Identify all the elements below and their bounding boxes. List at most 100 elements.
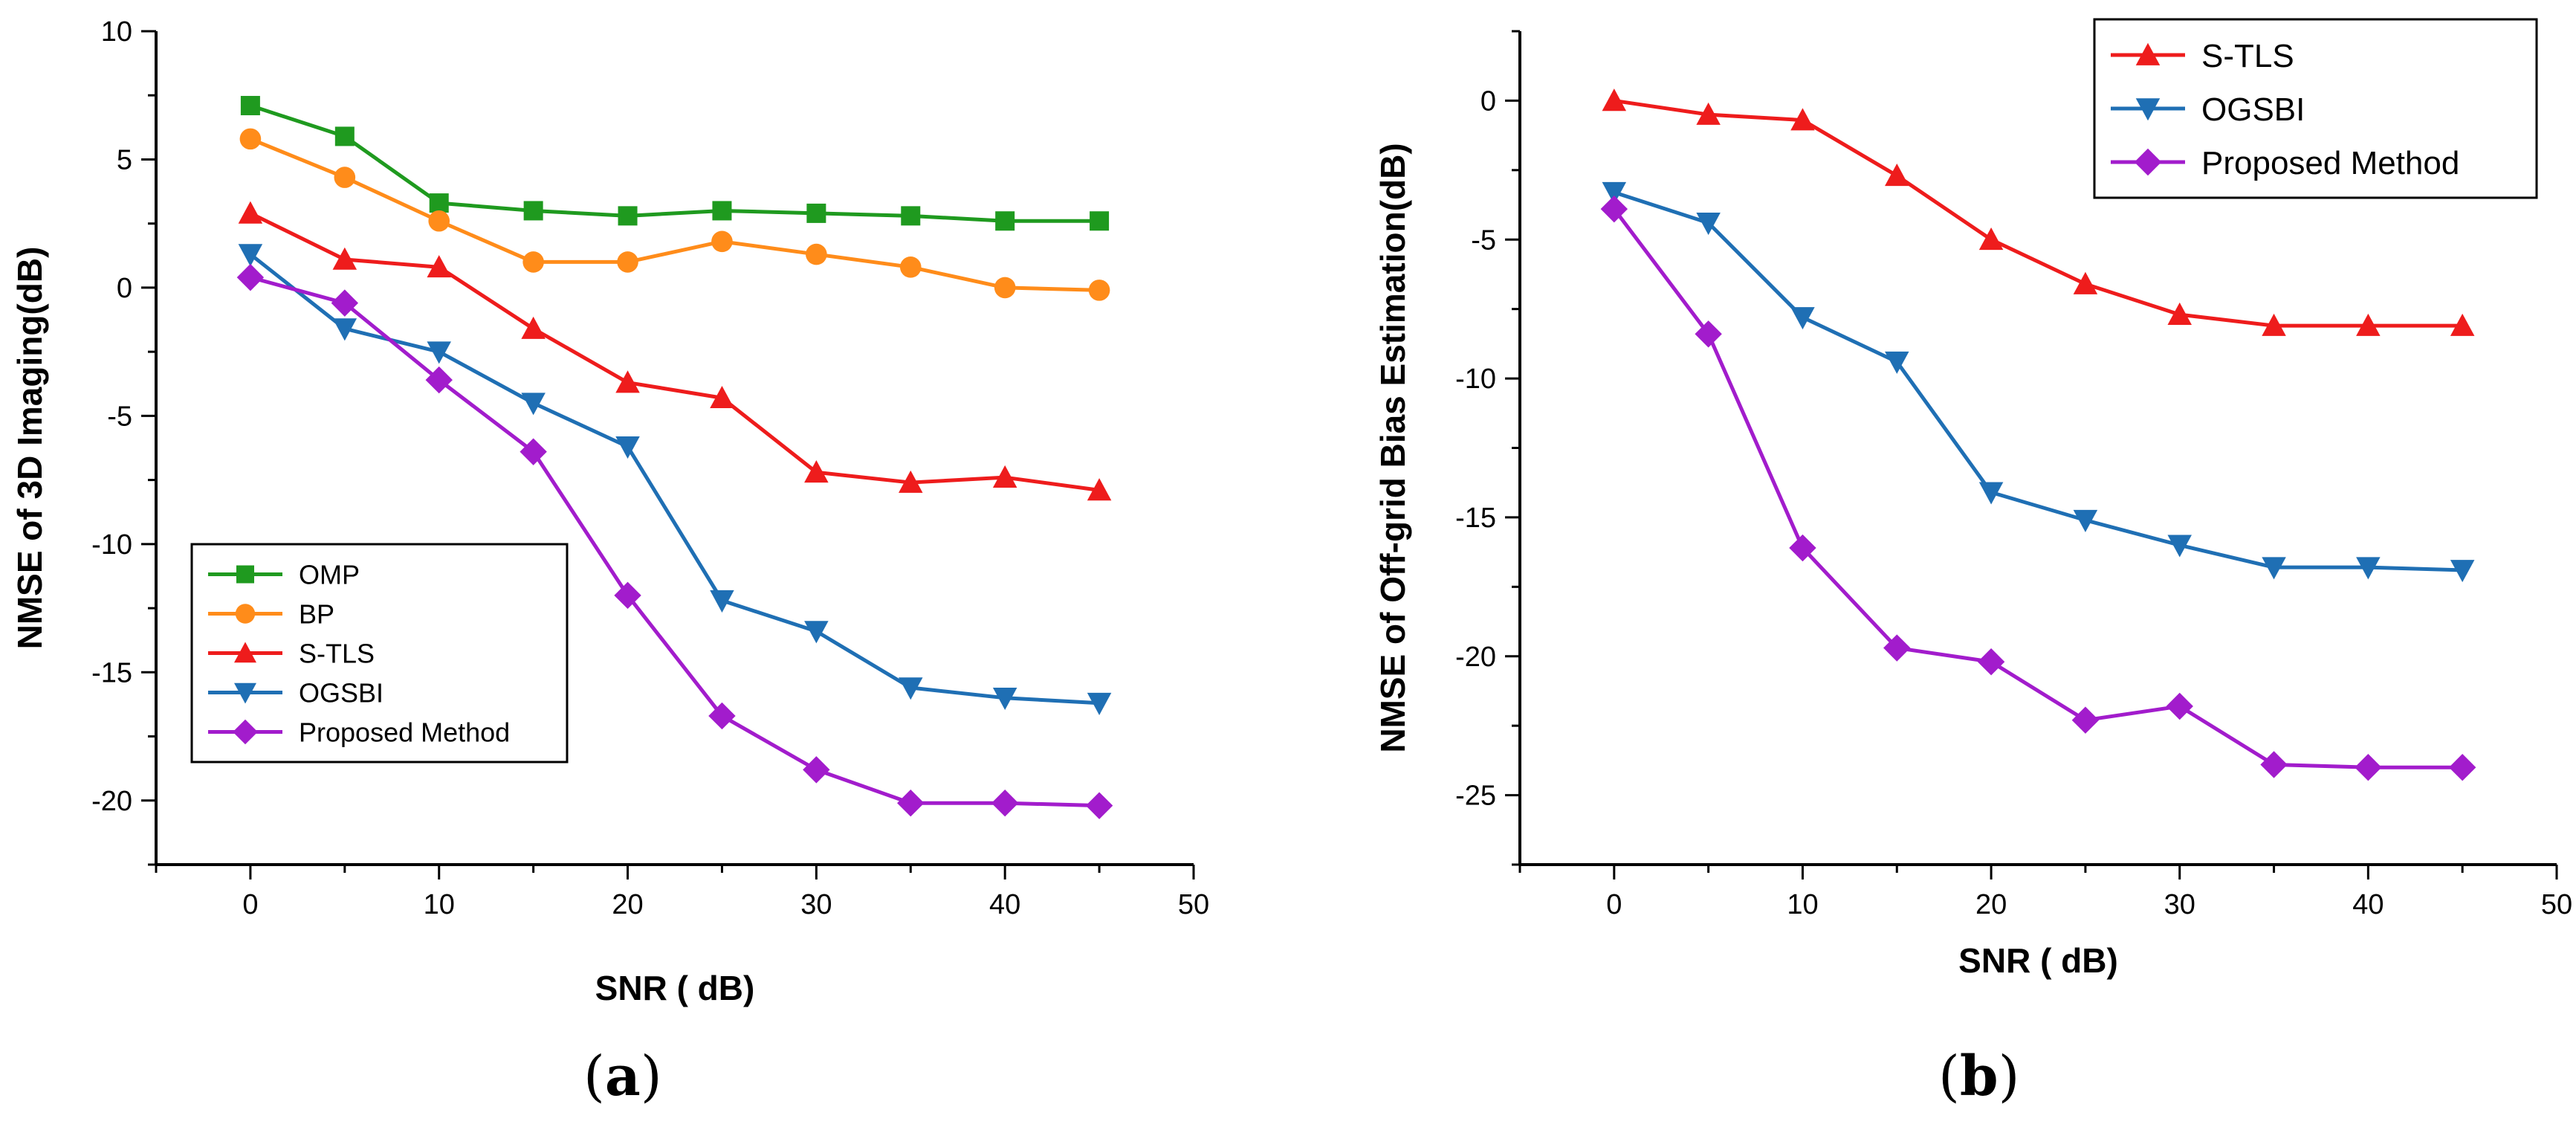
chart-b-series-proposed-method-point (2448, 754, 2476, 781)
chart-a-series-proposed-method-point (803, 756, 830, 784)
chart-a-series-ogsbi-point (238, 244, 263, 267)
chart-a-y-tick-label: -10 (91, 529, 132, 561)
chart-a-series-s-tls-point (804, 460, 829, 483)
chart-a-series-s-tls-point (1087, 478, 1112, 501)
chart-a-series-s-tls-point (238, 201, 263, 224)
chart-b-series-ogsbi-point (2450, 560, 2475, 583)
chart-a-y-tick-label: 0 (117, 273, 132, 304)
chart-a-series-proposed-method-point (1085, 792, 1113, 819)
chart-b-legend-entry-ogsbi: OGSBI (2111, 91, 2305, 128)
chart-a-legend-entry-proposed-method-label: Proposed Method (299, 717, 510, 747)
chart-a-series-ogsbi-point (804, 621, 829, 644)
chart-b-y-tick-label: -10 (1455, 364, 1496, 395)
chart-b-series-ogsbi-point (1602, 181, 1627, 204)
chart-a-series-bp-point (239, 128, 262, 150)
chart-a-series-ogsbi-point (332, 318, 357, 341)
chart-a-series-bp-point (334, 167, 356, 188)
chart-b-legend-entry-s-tls-label: S-TLS (2201, 38, 2294, 74)
chart-a-x-tick-label: 50 (1178, 889, 1209, 920)
chart-b-y-tick-label: -15 (1455, 503, 1496, 534)
panel-label-a: (a) (583, 1045, 662, 1108)
chart-b-series-s-tls-point (2356, 313, 2381, 336)
chart-a-series-s-tls-point (332, 247, 357, 270)
chart-a-legend-entry-ogsbi-label: OGSBI (299, 677, 384, 708)
chart-a-x-tick-label: 10 (424, 889, 455, 920)
chart-b-series-s-tls-point (1885, 164, 1909, 187)
chart-b-series-s-tls-line (1614, 98, 2463, 328)
chart-b-series-proposed-method (1600, 195, 2476, 781)
chart-b-series-s-tls-point (1602, 88, 1627, 112)
chart-a-series-proposed-method-point (991, 790, 1019, 817)
chart-b-series-s-tls-point (2450, 313, 2475, 336)
chart-a-series-omp (240, 96, 1110, 231)
chart-a-series-s-tls-point (615, 370, 640, 393)
chart-b-series-ogsbi (1602, 181, 2475, 583)
chart-a-series-bp-point (428, 210, 450, 232)
chart-a-legend-entry-omp-marker (236, 565, 254, 584)
chart-a-y-tick-label: -20 (91, 786, 132, 817)
chart-a-x-tick-label: 40 (989, 889, 1020, 920)
chart-b-legend-entry-proposed-method-marker (2134, 148, 2162, 176)
chart-a-series-proposed-method-line (250, 275, 1100, 808)
chart-b-series-proposed-method-point (2166, 692, 2193, 720)
chart-a-legend: OMP BP S-TLS OGSBI Proposed Method (190, 543, 569, 764)
chart-b-y-tick-label: -20 (1455, 642, 1496, 673)
chart-a-series-s-tls-point (899, 470, 923, 493)
chart-b-x-tick-label: 0 (1606, 889, 1622, 920)
chart-b-series-ogsbi-point (2167, 535, 2192, 558)
chart-a-series-bp-point (806, 243, 827, 265)
chart-b-series-proposed-method-point (1789, 534, 1816, 562)
chart-a-series-proposed-method-point (236, 263, 265, 291)
chart-a-legend-entry-ogsbi: OGSBI (208, 677, 384, 708)
chart-b-series-s-tls-point (1696, 102, 1721, 125)
chart-b-series-ogsbi-point (1978, 482, 2004, 505)
chart-a-series-omp-point (806, 203, 826, 223)
chart-b-series-ogsbi-point (1790, 307, 1815, 330)
chart-a-series-ogsbi-point (992, 687, 1017, 711)
chart-b-series-proposed-method-point (2355, 754, 2382, 781)
chart-a-series-s-tls-point (427, 255, 451, 278)
chart-b-x-axis-title: SNR ( dB) (1958, 941, 2118, 980)
chart-a-series-proposed-method-point (614, 581, 641, 610)
chart-b-legend: S-TLS OGSBI Proposed Method (2093, 18, 2538, 199)
chart-b-series-proposed-method-point (2260, 751, 2288, 778)
chart-a-legend-entry-s-tls: S-TLS (208, 638, 375, 668)
chart-b-series-proposed-method-point (1600, 195, 1628, 223)
chart-a-legend-entry-omp: OMP (208, 559, 360, 590)
chart-a-x-tick-label: 20 (612, 889, 643, 920)
chart-b-series-ogsbi-point (1885, 351, 1909, 374)
chart-a-series-omp-point (523, 201, 543, 221)
chart-a-legend-entry-proposed-method: Proposed Method (208, 717, 510, 747)
chart-a-series-proposed-method-point (520, 438, 547, 465)
chart-a-series-bp-point (617, 251, 638, 273)
chart-a-y-tick-label: -15 (91, 657, 132, 688)
chart-a-series-ogsbi-point (427, 341, 451, 364)
chart-a-x-axis-title: SNR ( dB) (595, 969, 755, 1007)
chart-a-series-proposed-method-point (331, 289, 359, 317)
chart-a-legend-entry-proposed-method-marker (233, 719, 258, 745)
chart-a-y-tick-label: 10 (101, 16, 132, 48)
chart-b-legend-entry-ogsbi-label: OGSBI (2201, 91, 2305, 128)
chart-b-y-tick-label: 0 (1480, 85, 1496, 117)
chart-a-series-proposed-method-point (425, 366, 453, 394)
chart-a-series-omp-point (1090, 211, 1110, 231)
chart-b-x-tick-label: 10 (1787, 889, 1818, 920)
chart-a-series-ogsbi-point (1087, 692, 1112, 715)
chart-a-series-ogsbi-point (615, 436, 640, 459)
chart-b-y-axis-title: NMSE of Off-grid Bias Estimation(dB) (1373, 143, 1412, 752)
chart-a-series-bp-point (1088, 280, 1110, 301)
chart-b-legend-entry-s-tls: S-TLS (2111, 38, 2294, 74)
chart-a-y-tick-label: -5 (107, 401, 132, 432)
chart-a-y-axis-title: NMSE of 3D Imaging(dB) (10, 247, 49, 650)
chart-b-series-ogsbi-point (2262, 557, 2286, 580)
chart-b-x-tick-label: 30 (2164, 889, 2195, 920)
chart-b-series-s-tls-point (1978, 227, 2004, 251)
chart-a-series-omp-line (250, 103, 1100, 223)
chart-b-series-proposed-method-point (2071, 706, 2100, 734)
chart-b-y-tick-label: -25 (1455, 781, 1496, 812)
chart-b-series-s-tls-point (2073, 271, 2098, 294)
chart-b-series-proposed-method-line (1612, 207, 2463, 769)
